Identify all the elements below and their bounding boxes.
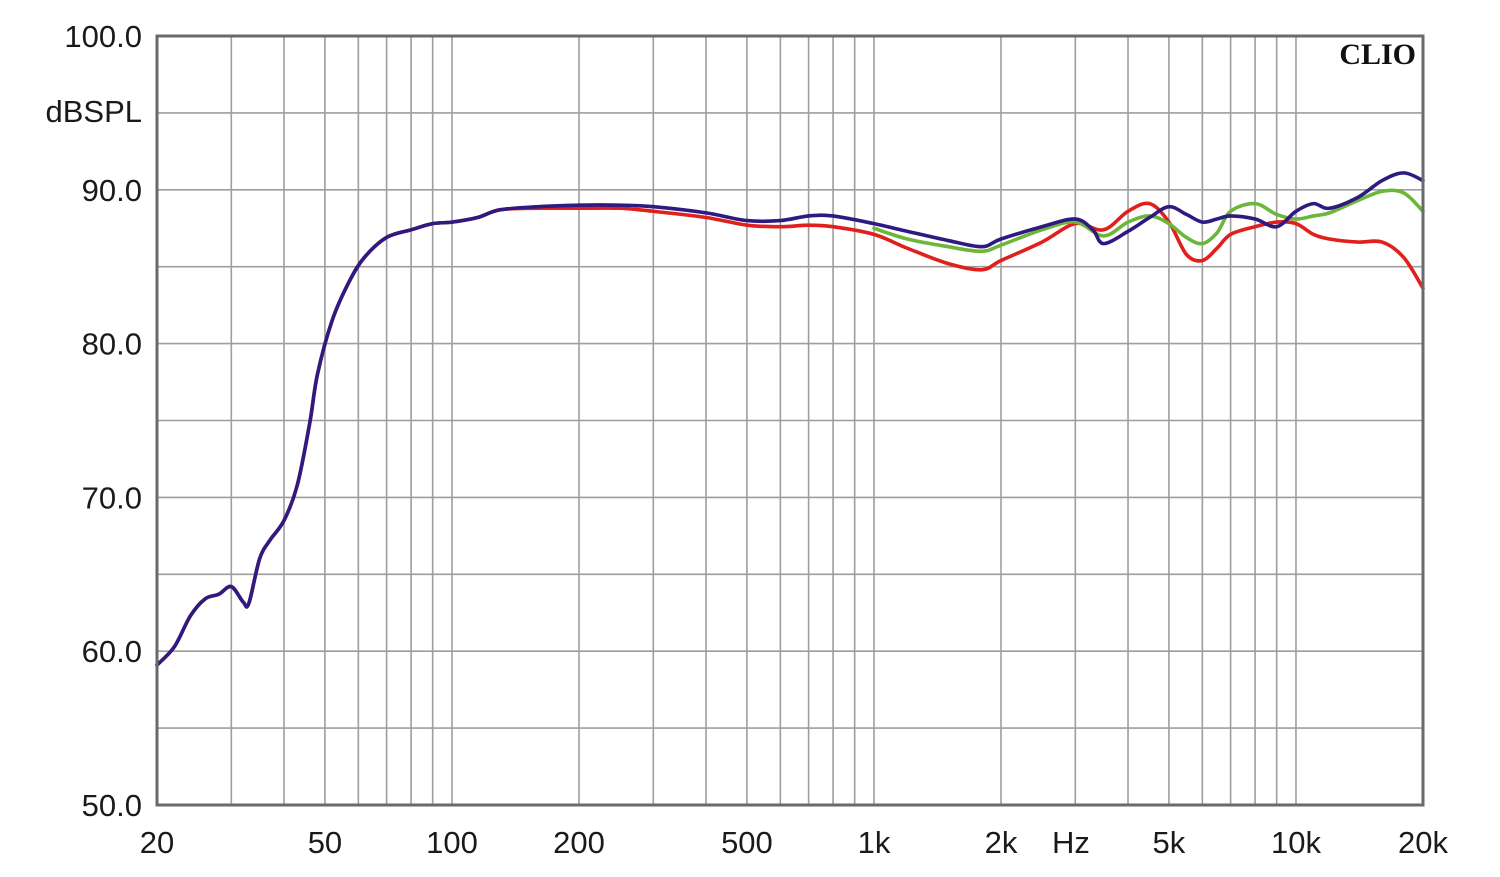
x-tick-label: 5k	[1153, 825, 1186, 860]
y-tick-label: 60.0	[82, 634, 142, 669]
y-tick-label: 50.0	[82, 788, 142, 823]
x-tick-label: 100	[426, 825, 478, 860]
x-tick-label: 1k	[858, 825, 891, 860]
y-tick-label: 90.0	[82, 173, 142, 208]
x-tick-label: 20	[140, 825, 174, 860]
y-tick-label: 100.0	[64, 19, 142, 54]
y-tick-label: 80.0	[82, 327, 142, 362]
brand-logo: CLIO	[1339, 38, 1416, 71]
series-group	[155, 171, 1425, 667]
x-tick-label: 200	[553, 825, 605, 860]
grid	[156, 35, 1424, 806]
x-tick-label: 20k	[1398, 825, 1448, 860]
y-tick-label: 70.0	[82, 480, 142, 515]
x-tick-label: 2k	[985, 825, 1018, 860]
x-tick-label: 10k	[1271, 825, 1321, 860]
x-tick-label: 500	[721, 825, 773, 860]
tick-labels: 100.0 90.0 80.0 70.0 60.0 50.020 50 100 200 500 1k…	[64, 19, 1448, 860]
plot-frame	[155, 34, 1425, 807]
y-axis-label: dBSPL	[45, 94, 142, 129]
x-tick-label: 50	[308, 825, 342, 860]
series-line-3	[155, 171, 1425, 667]
series-line-1	[155, 201, 1425, 667]
series-line-2	[872, 188, 1425, 254]
x-axis-label: Hz	[1052, 825, 1090, 860]
